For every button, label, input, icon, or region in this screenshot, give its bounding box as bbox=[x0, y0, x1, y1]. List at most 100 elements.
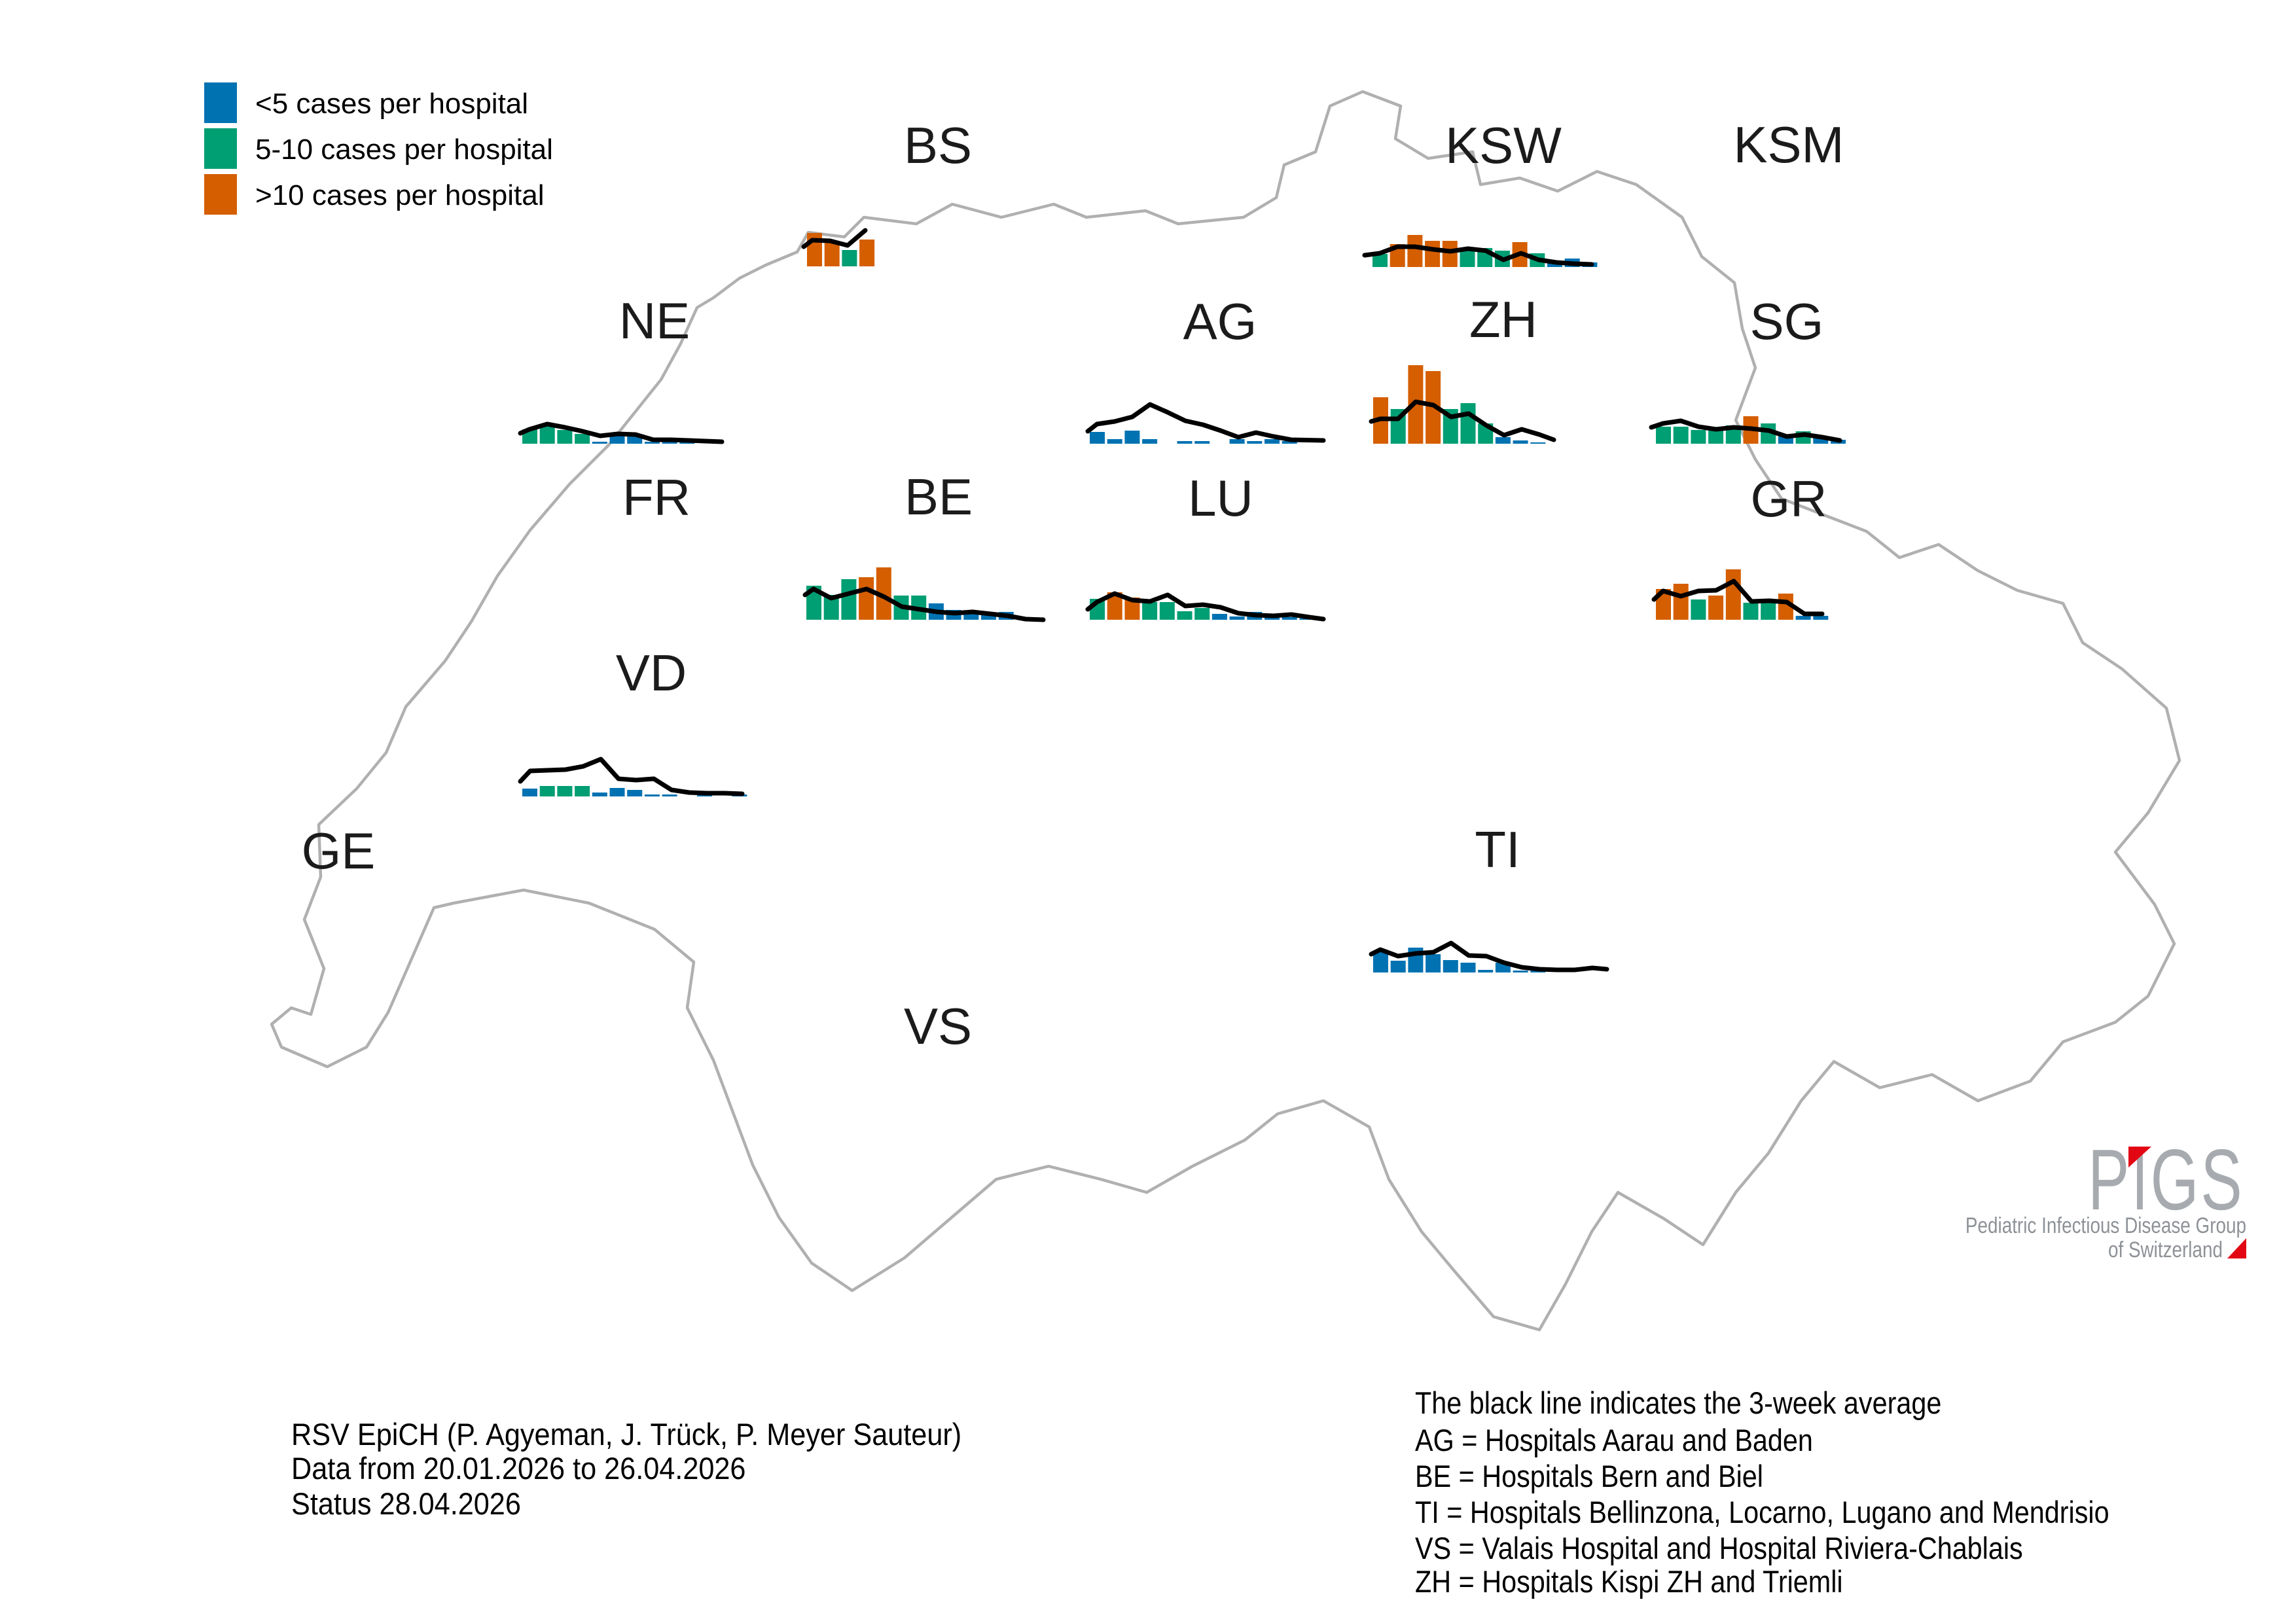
bar-week-3 bbox=[841, 579, 857, 620]
bar-week-1 bbox=[1372, 254, 1388, 267]
bar-week-10 bbox=[1247, 441, 1263, 444]
bar-week-10 bbox=[1813, 616, 1829, 620]
bar-week-3 bbox=[1124, 431, 1140, 444]
pigs-tagline-1: Pediatric Infectious Disease Group bbox=[1965, 1213, 2246, 1238]
region-VS: VS bbox=[904, 997, 972, 1055]
bar-week-2 bbox=[824, 242, 840, 266]
bar-week-9 bbox=[1229, 616, 1245, 620]
region-label-GE: GE bbox=[302, 822, 376, 880]
note-ag: AG = Hospitals Aarau and Baden bbox=[1415, 1424, 1813, 1458]
bar-week-1 bbox=[1373, 952, 1388, 972]
bar-week-10 bbox=[1813, 437, 1829, 444]
bar-week-9 bbox=[1513, 971, 1528, 972]
note-be: BE = Hospitals Bern and Biel bbox=[1415, 1460, 1763, 1494]
bar-week-8 bbox=[644, 442, 660, 444]
region-label-KSM: KSM bbox=[1733, 116, 1844, 173]
bar-week-10 bbox=[1530, 442, 1546, 444]
note-ti: TI = Hospitals Bellinzona, Locarno, Luga… bbox=[1415, 1496, 2109, 1530]
bar-week-5 bbox=[1443, 960, 1458, 972]
three-week-average-line bbox=[1085, 402, 1326, 443]
pigs-red-triangle-icon bbox=[2128, 1147, 2151, 1168]
bar-week-6 bbox=[609, 436, 625, 444]
bar-week-4 bbox=[859, 577, 874, 620]
bar-week-4 bbox=[1708, 596, 1724, 620]
region-label-LU: LU bbox=[1188, 469, 1253, 527]
bar-week-4 bbox=[1426, 954, 1441, 972]
bar-week-11 bbox=[1265, 439, 1280, 444]
bar-week-5 bbox=[876, 567, 891, 620]
bar-week-4 bbox=[1708, 430, 1724, 444]
region-charts: BS KSW KSM NE AG ZH SG FR BE LU GR VD GE VS TI bbox=[302, 116, 1846, 1055]
region-TI: TI bbox=[1369, 821, 1609, 972]
bar-week-12 bbox=[1282, 441, 1297, 444]
bar-week-4 bbox=[575, 434, 590, 444]
region-VD: VD bbox=[518, 644, 747, 796]
bar-week-7 bbox=[1194, 441, 1210, 444]
bar-week-1 bbox=[1656, 427, 1671, 444]
bar-week-2 bbox=[539, 786, 555, 796]
bar-week-5 bbox=[1442, 241, 1458, 267]
credit-line-3: Status 28.04.2026 bbox=[291, 1486, 521, 1521]
region-label-VS: VS bbox=[904, 997, 972, 1055]
footer-notes: The black line indicates the 3-week aver… bbox=[1415, 1387, 2109, 1599]
region-SG: SG bbox=[1649, 293, 1846, 444]
region-label-ZH: ZH bbox=[1469, 291, 1537, 348]
three-week-average-line bbox=[1362, 244, 1594, 267]
region-label-GR: GR bbox=[1751, 470, 1827, 527]
bar-week-2 bbox=[1390, 961, 1406, 972]
bar-week-9 bbox=[1795, 616, 1811, 620]
bar-week-11 bbox=[1265, 617, 1280, 620]
bar-week-6 bbox=[1743, 603, 1759, 620]
bar-week-3 bbox=[1691, 430, 1706, 444]
three-week-average-line bbox=[1085, 591, 1326, 622]
bar-week-5 bbox=[1159, 602, 1175, 620]
bar-week-7 bbox=[627, 790, 643, 796]
bar-week-5 bbox=[592, 793, 607, 796]
bar-week-9 bbox=[1513, 440, 1528, 444]
pigs-logo: PIGS Pediatric Infectious Disease Group … bbox=[1965, 1132, 2246, 1262]
bar-week-3 bbox=[1691, 599, 1706, 620]
bar-week-1 bbox=[806, 586, 821, 620]
bar-week-3 bbox=[557, 430, 573, 444]
region-label-SG: SG bbox=[1750, 293, 1824, 350]
bar-week-6 bbox=[1460, 403, 1476, 444]
legend: <5 cases per hospital 5-10 cases per hos… bbox=[204, 82, 553, 215]
region-label-KSW: KSW bbox=[1445, 116, 1562, 174]
bar-week-4 bbox=[1142, 602, 1158, 620]
bar-week-5 bbox=[592, 442, 607, 444]
region-KSW: KSW bbox=[1362, 116, 1598, 267]
three-week-average-line bbox=[518, 757, 745, 796]
region-LU: LU bbox=[1085, 469, 1326, 622]
region-label-FR: FR bbox=[622, 469, 691, 526]
region-AG: AG bbox=[1085, 293, 1326, 444]
bar-week-4 bbox=[859, 240, 875, 266]
legend-label-high: >10 cases per hospital bbox=[255, 179, 545, 211]
bar-week-11 bbox=[697, 794, 712, 796]
bar-week-1 bbox=[522, 789, 537, 796]
region-ZH: ZH bbox=[1369, 291, 1556, 444]
legend-swatch-high bbox=[204, 174, 237, 215]
bar-week-12 bbox=[1282, 617, 1297, 620]
pigs-wordmark: PIGS bbox=[2088, 1132, 2244, 1228]
bar-week-6 bbox=[1177, 441, 1193, 444]
note-avg-line: The black line indicates the 3-week aver… bbox=[1415, 1387, 1941, 1421]
note-vs: VS = Valais Hospital and Hospital Rivier… bbox=[1415, 1532, 2023, 1566]
bar-week-11 bbox=[981, 615, 996, 620]
legend-swatch-low bbox=[204, 82, 237, 123]
bar-week-2 bbox=[1673, 427, 1689, 444]
bar-week-8 bbox=[644, 794, 660, 796]
credit-line-2: Data from 20.01.2026 to 26.04.2026 bbox=[291, 1451, 745, 1486]
bar-week-7 bbox=[1478, 970, 1494, 972]
note-zh: ZH = Hospitals Kispi ZH and Triemli bbox=[1415, 1565, 1843, 1599]
bar-week-8 bbox=[1495, 437, 1511, 444]
bar-week-5 bbox=[1725, 569, 1741, 620]
region-label-BE: BE bbox=[905, 468, 973, 526]
pigs-tagline-triangle-icon bbox=[2227, 1238, 2246, 1258]
switzerland-border-outline bbox=[270, 90, 2181, 1332]
bar-week-2 bbox=[1673, 584, 1689, 620]
three-week-average-line bbox=[1649, 418, 1842, 443]
bar-week-3 bbox=[557, 786, 573, 796]
three-week-average-line bbox=[1369, 399, 1556, 442]
bar-week-8 bbox=[1778, 437, 1793, 444]
three-week-average-line bbox=[518, 421, 725, 444]
